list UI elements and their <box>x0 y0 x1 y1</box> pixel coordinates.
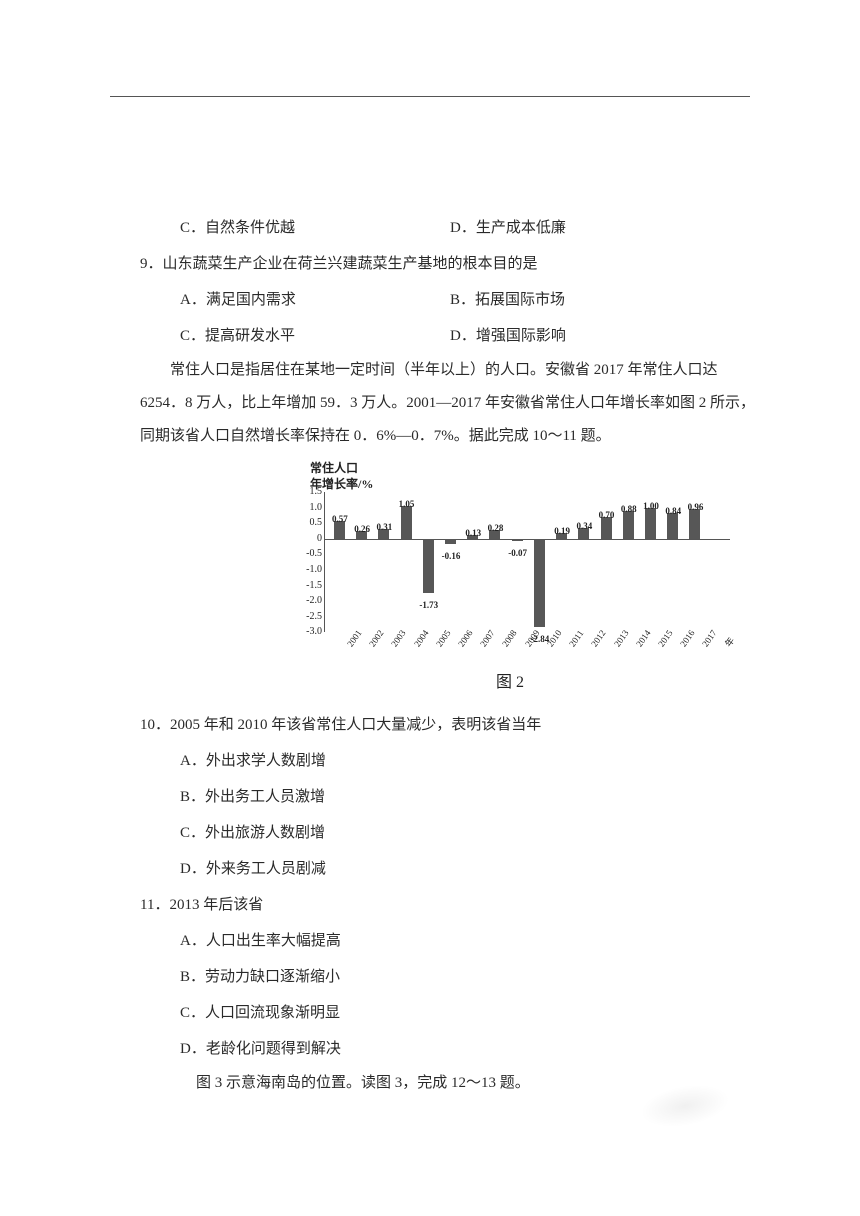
q-number: 11． <box>140 897 169 913</box>
q11-stem: 11．2013 年后该省 <box>140 887 760 923</box>
x-axis-labels: 2001200220032004200520062007200820092010… <box>324 634 730 662</box>
q11-option-a: A．人口出生率大幅提高 <box>140 923 760 959</box>
x-tick-label: 年 <box>719 633 742 653</box>
q-number: 10． <box>140 717 170 733</box>
q9-options-row1: A．满足国内需求 B．拓展国际市场 <box>140 282 760 318</box>
plot-area: 0.570.260.311.05-1.73-0.160.130.28-0.07-… <box>324 492 730 632</box>
bar-value-label: 1.05 <box>392 494 422 516</box>
y-tick-label: -3.0 <box>306 620 322 644</box>
option-label: A． <box>180 753 206 769</box>
option-b: B．拓展国际市场 <box>450 282 565 318</box>
option-label: C． <box>180 328 205 344</box>
option-text: 拓展国际市场 <box>475 292 565 308</box>
option-text: 劳动力缺口逐渐缩小 <box>205 969 340 985</box>
q-text: 2013 年后该省 <box>169 897 263 913</box>
q11-option-c: C．人口回流现象渐明显 <box>140 995 760 1031</box>
option-text: 人口回流现象渐明显 <box>205 1005 340 1021</box>
q9-options-row2: C．提高研发水平 D．增强国际影响 <box>140 318 760 354</box>
option-label: D． <box>450 328 476 344</box>
bar <box>423 539 434 593</box>
bar <box>512 539 523 541</box>
option-label: C． <box>180 220 205 236</box>
q10-option-a: A．外出求学人数剧增 <box>140 743 760 779</box>
passage-10-11: 常住人口是指居住在某地一定时间（半年以上）的人口。安徽省 2017 年常住人口达… <box>140 354 760 453</box>
bar-value-label: 0.28 <box>480 518 510 540</box>
option-label: D． <box>450 220 476 236</box>
header-rule <box>110 96 750 97</box>
bar-value-label: -1.73 <box>414 595 444 617</box>
option-c: C．自然条件优越 <box>180 210 450 246</box>
y-axis: 1.51.00.50-0.5-1.0-1.5-2.0-2.5-3.0 <box>290 492 324 632</box>
q11-option-b: B．劳动力缺口逐渐缩小 <box>140 959 760 995</box>
q9-stem: 9．山东蔬菜生产企业在荷兰兴建蔬菜生产基地的根本目的是 <box>140 246 760 282</box>
option-text: 提高研发水平 <box>205 328 295 344</box>
option-d: D．生产成本低廉 <box>450 210 566 246</box>
chart-title-line2: 年增长率/% <box>310 477 730 493</box>
q10-stem: 10．2005 年和 2010 年该省常住人口大量减少，表明该省当年 <box>140 707 760 743</box>
q8-options-row2: C．自然条件优越 D．生产成本低廉 <box>140 210 760 246</box>
exam-page: C．自然条件优越 D．生产成本低廉 9．山东蔬菜生产企业在荷兰兴建蔬菜生产基地的… <box>0 0 860 1216</box>
option-label: C． <box>180 825 205 841</box>
chart-title-line1: 常住人口 <box>310 461 730 477</box>
option-label: A． <box>180 933 206 949</box>
option-label: D． <box>180 1041 206 1057</box>
chart-y-title: 常住人口 年增长率/% <box>310 461 730 492</box>
bar-value-label: -0.16 <box>436 546 466 568</box>
q-text: 2005 年和 2010 年该省常住人口大量减少，表明该省当年 <box>170 717 541 733</box>
option-text: 外出旅游人数剧增 <box>205 825 325 841</box>
option-text: 增强国际影响 <box>476 328 566 344</box>
option-text: 外来务工人员剧减 <box>206 861 326 877</box>
option-label: B． <box>450 292 475 308</box>
bar-value-label: -0.07 <box>503 543 533 565</box>
option-text: 外出求学人数剧增 <box>206 753 326 769</box>
option-c: C．提高研发水平 <box>180 318 450 354</box>
option-text: 外出务工人员激增 <box>205 789 325 805</box>
option-text: 满足国内需求 <box>206 292 296 308</box>
option-label: B． <box>180 969 205 985</box>
content-area: C．自然条件优越 D．生产成本低廉 9．山东蔬菜生产企业在荷兰兴建蔬菜生产基地的… <box>140 210 760 1100</box>
q11-option-d: D．老龄化问题得到解决 <box>140 1031 760 1067</box>
option-label: A． <box>180 292 206 308</box>
option-text: 生产成本低廉 <box>476 220 566 236</box>
bar-value-label: 0.31 <box>369 517 399 539</box>
q-number: 9． <box>140 256 163 272</box>
q10-option-c: C．外出旅游人数剧增 <box>140 815 760 851</box>
q10-option-d: D．外来务工人员剧减 <box>140 851 760 887</box>
zero-line <box>325 539 730 540</box>
q10-option-b: B．外出务工人员激增 <box>140 779 760 815</box>
q-text: 山东蔬菜生产企业在荷兰兴建蔬菜生产基地的根本目的是 <box>163 256 538 272</box>
chart-figure-2: 常住人口 年增长率/% 1.51.00.50-0.5-1.0-1.5-2.0-2… <box>290 461 730 703</box>
bar <box>445 539 456 544</box>
option-text: 人口出生率大幅提高 <box>206 933 341 949</box>
option-a: A．满足国内需求 <box>180 282 450 318</box>
bar-value-label: 0.96 <box>680 497 710 519</box>
option-label: D． <box>180 861 206 877</box>
figure-caption: 图 2 <box>290 664 730 702</box>
option-text: 老龄化问题得到解决 <box>206 1041 341 1057</box>
option-label: B． <box>180 789 205 805</box>
bar <box>534 539 545 627</box>
option-d: D．增强国际影响 <box>450 318 566 354</box>
option-label: C． <box>180 1005 205 1021</box>
option-text: 自然条件优越 <box>205 220 295 236</box>
chart-plot: 1.51.00.50-0.5-1.0-1.5-2.0-2.5-3.0 0.570… <box>290 492 730 662</box>
